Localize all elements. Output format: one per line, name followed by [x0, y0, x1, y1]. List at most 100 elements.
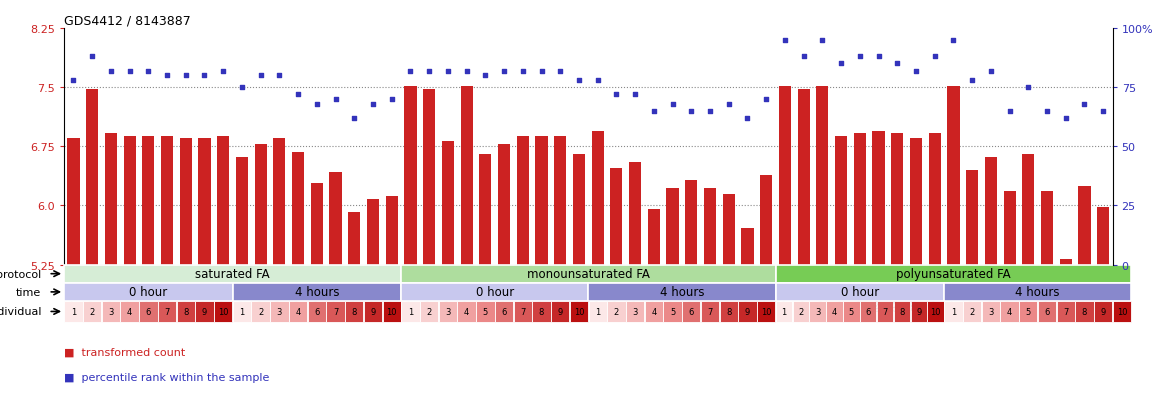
- Text: 3: 3: [988, 307, 994, 316]
- Bar: [1060, 259, 1072, 265]
- Bar: [685, 181, 698, 265]
- Bar: [873, 131, 884, 265]
- Text: 1: 1: [239, 307, 245, 316]
- Bar: [1113, 301, 1131, 322]
- Point: [1075, 101, 1094, 108]
- Bar: [963, 301, 981, 322]
- Text: 10: 10: [931, 307, 941, 316]
- Bar: [570, 301, 588, 322]
- Text: 2: 2: [969, 307, 975, 316]
- Point: [944, 38, 962, 44]
- Point: [326, 96, 345, 103]
- Point: [700, 108, 719, 115]
- Text: 6: 6: [315, 307, 319, 316]
- Bar: [854, 133, 866, 265]
- Bar: [274, 139, 285, 265]
- Bar: [826, 301, 842, 322]
- Bar: [179, 139, 192, 265]
- Text: 1: 1: [951, 307, 956, 316]
- Bar: [363, 301, 382, 322]
- Bar: [233, 283, 401, 301]
- Bar: [1097, 207, 1109, 265]
- Text: 8: 8: [1082, 307, 1087, 316]
- Bar: [860, 301, 876, 322]
- Text: 6: 6: [146, 307, 151, 316]
- Bar: [367, 199, 379, 265]
- Text: GDS4412 / 8143887: GDS4412 / 8143887: [64, 15, 191, 28]
- Point: [869, 54, 888, 61]
- Point: [401, 68, 419, 75]
- Text: 3: 3: [816, 307, 820, 316]
- Text: 1: 1: [71, 307, 76, 316]
- Text: 7: 7: [520, 307, 525, 316]
- Bar: [947, 86, 960, 265]
- Bar: [532, 301, 551, 322]
- Bar: [798, 90, 810, 265]
- Bar: [64, 265, 401, 283]
- Text: 6: 6: [689, 307, 694, 316]
- Text: 2: 2: [426, 307, 432, 316]
- Bar: [123, 137, 135, 265]
- Bar: [588, 301, 607, 322]
- Point: [776, 38, 795, 44]
- Bar: [683, 301, 700, 322]
- Bar: [83, 301, 101, 322]
- Point: [906, 68, 925, 75]
- Point: [1057, 115, 1075, 122]
- Text: 6: 6: [501, 307, 507, 316]
- Bar: [1038, 301, 1057, 322]
- Text: monounsaturated FA: monounsaturated FA: [527, 268, 650, 280]
- Bar: [1079, 186, 1090, 265]
- Bar: [776, 283, 944, 301]
- Bar: [292, 152, 304, 265]
- Bar: [1042, 192, 1053, 265]
- Bar: [757, 301, 776, 322]
- Point: [252, 73, 270, 79]
- Bar: [722, 194, 735, 265]
- Text: ■  transformed count: ■ transformed count: [64, 347, 185, 357]
- Bar: [1022, 155, 1035, 265]
- Point: [551, 68, 570, 75]
- Point: [157, 73, 176, 79]
- Text: 10: 10: [761, 307, 771, 316]
- Bar: [944, 283, 1131, 301]
- Bar: [64, 301, 83, 322]
- Point: [1001, 108, 1019, 115]
- Text: 4 hours: 4 hours: [659, 286, 704, 299]
- Bar: [817, 86, 828, 265]
- Bar: [460, 86, 473, 265]
- Bar: [401, 301, 419, 322]
- Point: [139, 68, 157, 75]
- Point: [233, 85, 252, 91]
- Bar: [1057, 301, 1075, 322]
- Bar: [610, 168, 622, 265]
- Bar: [401, 283, 588, 301]
- Bar: [196, 301, 213, 322]
- Bar: [1019, 301, 1038, 322]
- Bar: [270, 301, 289, 322]
- Text: 4: 4: [464, 307, 469, 316]
- Text: 1: 1: [408, 307, 414, 316]
- Text: 10: 10: [387, 307, 397, 316]
- Point: [644, 108, 663, 115]
- Point: [962, 78, 981, 84]
- Point: [795, 54, 813, 61]
- Bar: [835, 137, 847, 265]
- Bar: [573, 155, 585, 265]
- Point: [588, 78, 607, 84]
- Text: 10: 10: [218, 307, 228, 316]
- Point: [120, 68, 139, 75]
- Point: [382, 96, 401, 103]
- Text: 9: 9: [370, 307, 375, 316]
- Bar: [911, 301, 927, 322]
- Bar: [551, 301, 570, 322]
- Bar: [1094, 301, 1113, 322]
- Bar: [198, 139, 211, 265]
- Text: 8: 8: [899, 307, 905, 316]
- Bar: [607, 301, 626, 322]
- Point: [663, 101, 682, 108]
- Bar: [68, 139, 79, 265]
- Bar: [476, 301, 494, 322]
- Bar: [86, 90, 98, 265]
- Text: 0 hour: 0 hour: [475, 286, 514, 299]
